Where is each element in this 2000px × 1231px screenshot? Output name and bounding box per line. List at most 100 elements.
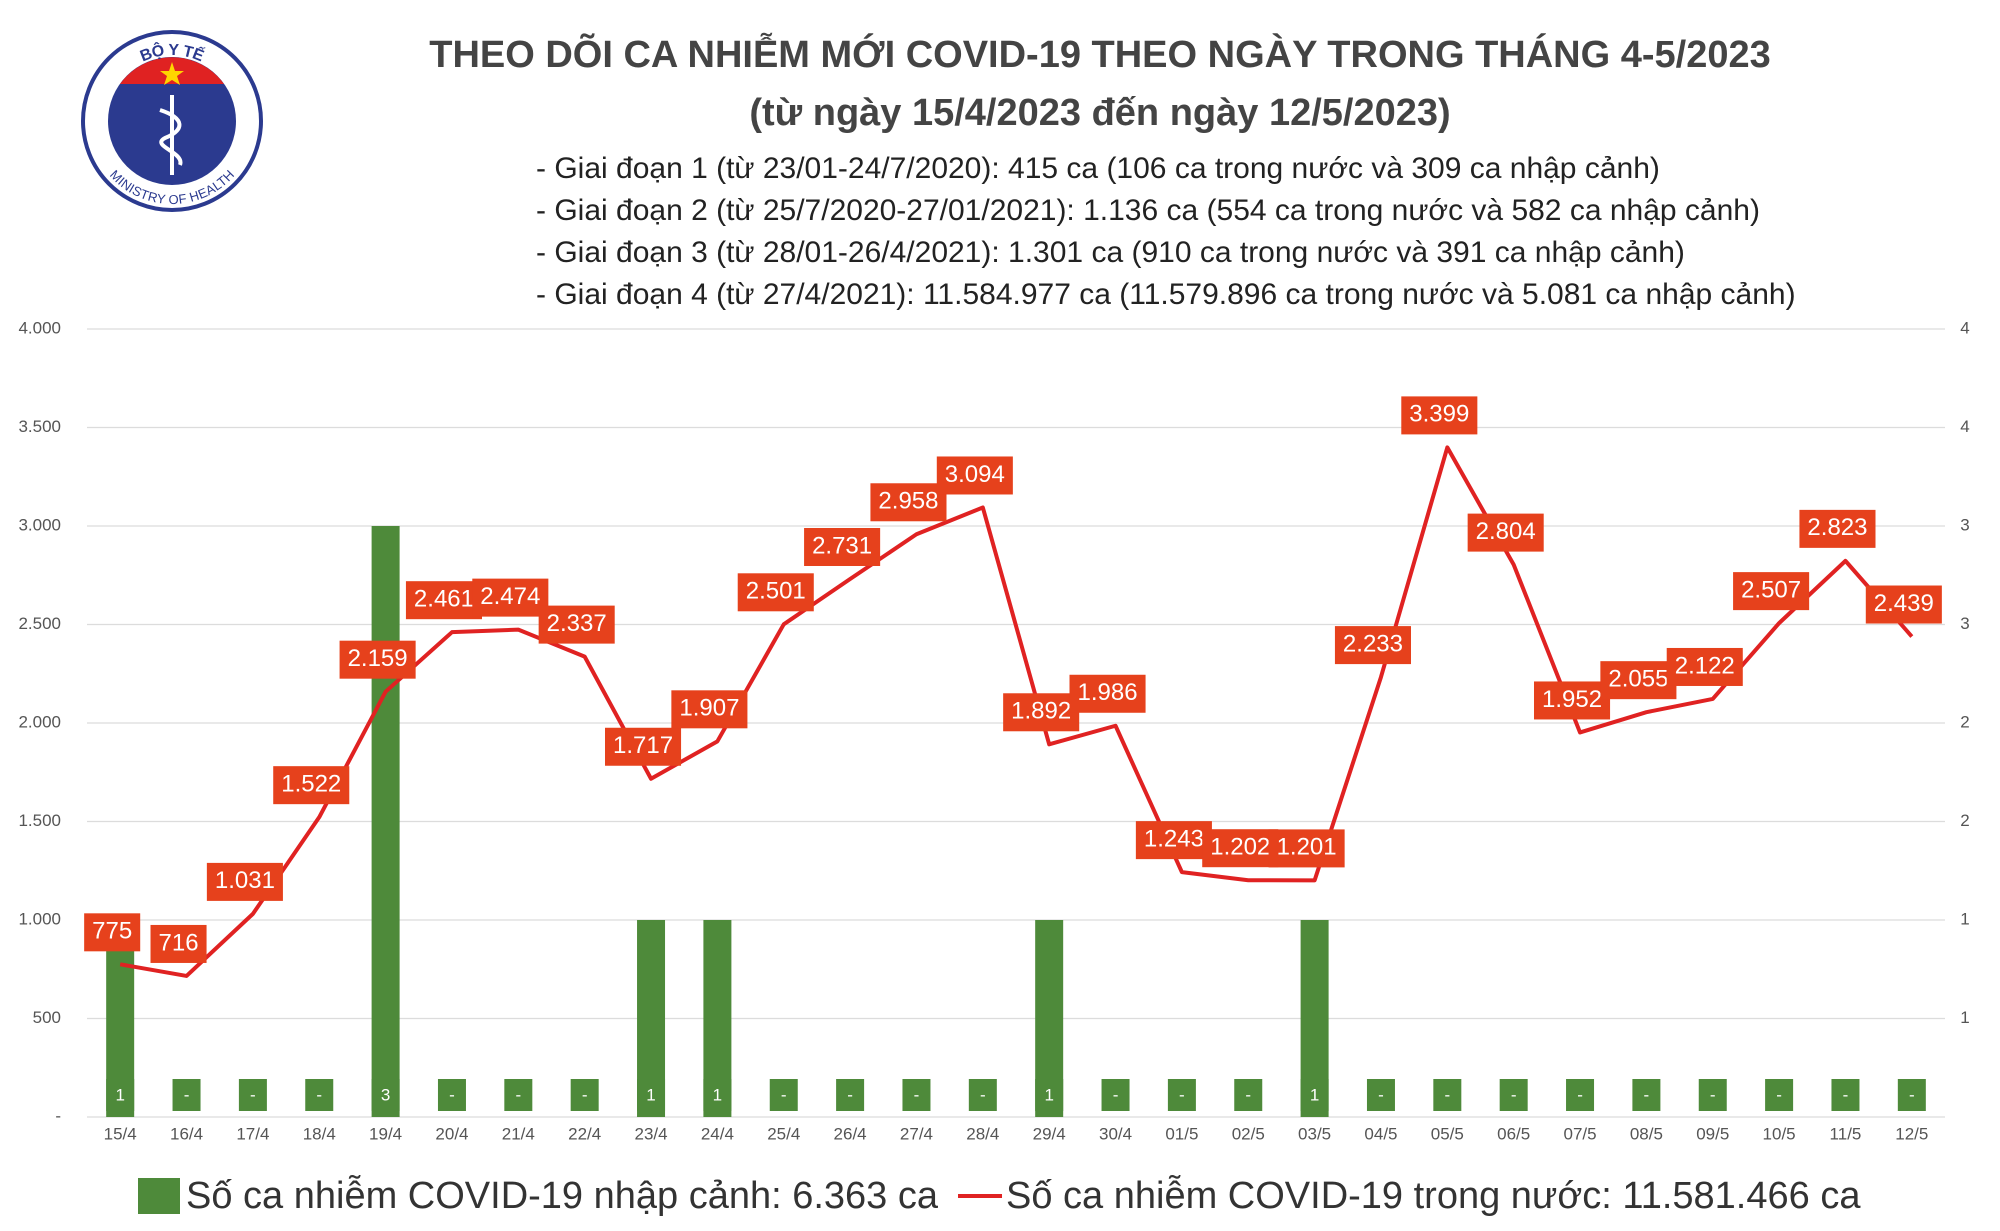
bar-label: -	[1179, 1085, 1185, 1104]
bar-label: -	[980, 1085, 986, 1104]
x-tick-label: 23/4	[634, 1124, 667, 1143]
bar-label: -	[515, 1085, 521, 1104]
x-tick-label: 30/4	[1099, 1124, 1132, 1143]
bar-label-box	[238, 1079, 267, 1111]
x-tick-label: 09/5	[1696, 1124, 1729, 1143]
line-value-label: 1.952	[1542, 686, 1602, 713]
x-tick-label: 25/4	[767, 1124, 800, 1143]
bar-label-box	[1698, 1079, 1727, 1111]
y2-tick-label: 4	[1960, 417, 1969, 436]
x-tick-label: 15/4	[104, 1124, 137, 1143]
line	[119, 445, 1914, 978]
bar-label-box	[504, 1079, 533, 1111]
y-tick-label: 500	[33, 1008, 61, 1027]
line-value-label: 2.233	[1343, 630, 1403, 657]
line-value-label: 2.474	[480, 583, 540, 610]
y2-tick-label: 2	[1960, 811, 1969, 830]
bar-label: -	[1511, 1085, 1517, 1104]
bar-label: -	[1113, 1085, 1119, 1104]
x-tick-label: 19/4	[369, 1124, 402, 1143]
bar-label: -	[847, 1085, 853, 1104]
bar-label-box	[1765, 1079, 1794, 1111]
line-value-label: 1.202	[1202, 829, 1279, 868]
line-value-label: 3.094	[945, 461, 1005, 488]
line-value-label: 2.958	[870, 483, 947, 522]
line-value-label: 1.717	[613, 732, 673, 759]
line-value-label: 3.094	[936, 456, 1013, 495]
x-tick-label: 10/5	[1763, 1124, 1796, 1143]
line-value-label: 1.243	[1144, 825, 1204, 852]
line-value-label: 2.461	[405, 581, 482, 620]
y-tick-label: 4.000	[18, 318, 61, 337]
x-tick-label: 05/5	[1431, 1124, 1464, 1143]
x-tick-label: 24/4	[701, 1124, 734, 1143]
x-tick-label: 01/5	[1165, 1124, 1198, 1143]
annotation: - Giai đoạn 1 (từ 23/01-24/7/2020): 415 …	[536, 152, 1660, 185]
bar-label-box	[703, 1079, 732, 1111]
logo: BỘ Y TẾ MINISTRY OF HEALTH	[81, 30, 263, 212]
line-value-label: 1.986	[1069, 674, 1146, 713]
bar-label-box	[1632, 1079, 1661, 1111]
label-box	[273, 766, 350, 805]
bar-label: -	[1577, 1085, 1583, 1104]
x-tick-label: 16/4	[170, 1124, 203, 1143]
line-value-label: 1.031	[215, 867, 275, 894]
line-value-label: 716	[150, 924, 207, 963]
line-value-label: 2.731	[804, 527, 881, 566]
label-box	[671, 690, 748, 729]
bar-label-box	[1300, 1079, 1329, 1111]
label-box	[1467, 513, 1544, 552]
x-tick-label: 21/4	[502, 1124, 535, 1143]
label-box	[405, 581, 482, 620]
line-value-label: 2.731	[812, 532, 872, 559]
label-box	[1268, 829, 1345, 868]
line-value-label: 1.031	[206, 862, 283, 901]
label-box	[870, 483, 947, 522]
line-value-label: 1.907	[679, 695, 739, 722]
line-value-label: 1.522	[273, 766, 350, 805]
line-value-label: 2.507	[1733, 572, 1810, 611]
annotation: - Giai đoạn 2 (từ 25/7/2020-27/01/2021):…	[536, 194, 1760, 227]
bar-label: 1	[115, 1085, 124, 1104]
line-value-label: 1.892	[1003, 693, 1080, 732]
line-value-label: 2.439	[1874, 590, 1934, 617]
line-value-label: 2.474	[472, 578, 549, 617]
chart-title: THEO DÕI CA NHIỄM MỚI COVID-19 THEO NGÀY…	[429, 32, 1771, 76]
bar-label: -	[582, 1085, 588, 1104]
line-value-label: 2.122	[1666, 647, 1743, 686]
x-tick-label: 11/5	[1830, 1124, 1862, 1143]
label-box	[804, 527, 881, 566]
bar-label-box	[106, 1079, 135, 1111]
chart-subtitle: (từ ngày 15/4/2023 đến ngày 12/5/2023)	[749, 92, 1450, 134]
x-tick-label: 07/5	[1563, 1124, 1596, 1143]
bar-label-box	[1433, 1079, 1462, 1111]
bar-label-box	[836, 1079, 865, 1111]
line-value-label: 2.823	[1807, 514, 1867, 541]
bar	[371, 526, 400, 1117]
x-tick-label: 02/5	[1232, 1124, 1265, 1143]
y-tick-label: 3.500	[18, 417, 61, 436]
bar-label: -	[316, 1085, 322, 1104]
label-box	[339, 640, 416, 679]
x-tick-label: 20/4	[435, 1124, 468, 1143]
y-tick-label: 1.000	[18, 909, 61, 928]
label-box	[936, 456, 1013, 495]
line-value-label: 2.958	[878, 488, 938, 515]
bar-label: -	[1776, 1085, 1782, 1104]
logo-snake	[159, 108, 183, 166]
label-box	[538, 605, 615, 644]
line-value-label: 2.501	[746, 578, 806, 605]
bar-label-box	[769, 1079, 798, 1111]
y2-tick-label: 2	[1960, 712, 1969, 731]
bar-label-box	[437, 1079, 466, 1111]
bar-label: 1	[646, 1085, 655, 1104]
line-value-label: 775	[84, 913, 141, 952]
line-value-label: 2.804	[1476, 518, 1536, 545]
legend-label: Số ca nhiễm COVID-19 nhập cảnh: 6.363 ca	[186, 1174, 939, 1217]
line-value-label: 2.507	[1741, 576, 1801, 603]
label-box	[737, 573, 814, 612]
bar-label: -	[914, 1085, 920, 1104]
bar-label-box	[1831, 1079, 1860, 1111]
